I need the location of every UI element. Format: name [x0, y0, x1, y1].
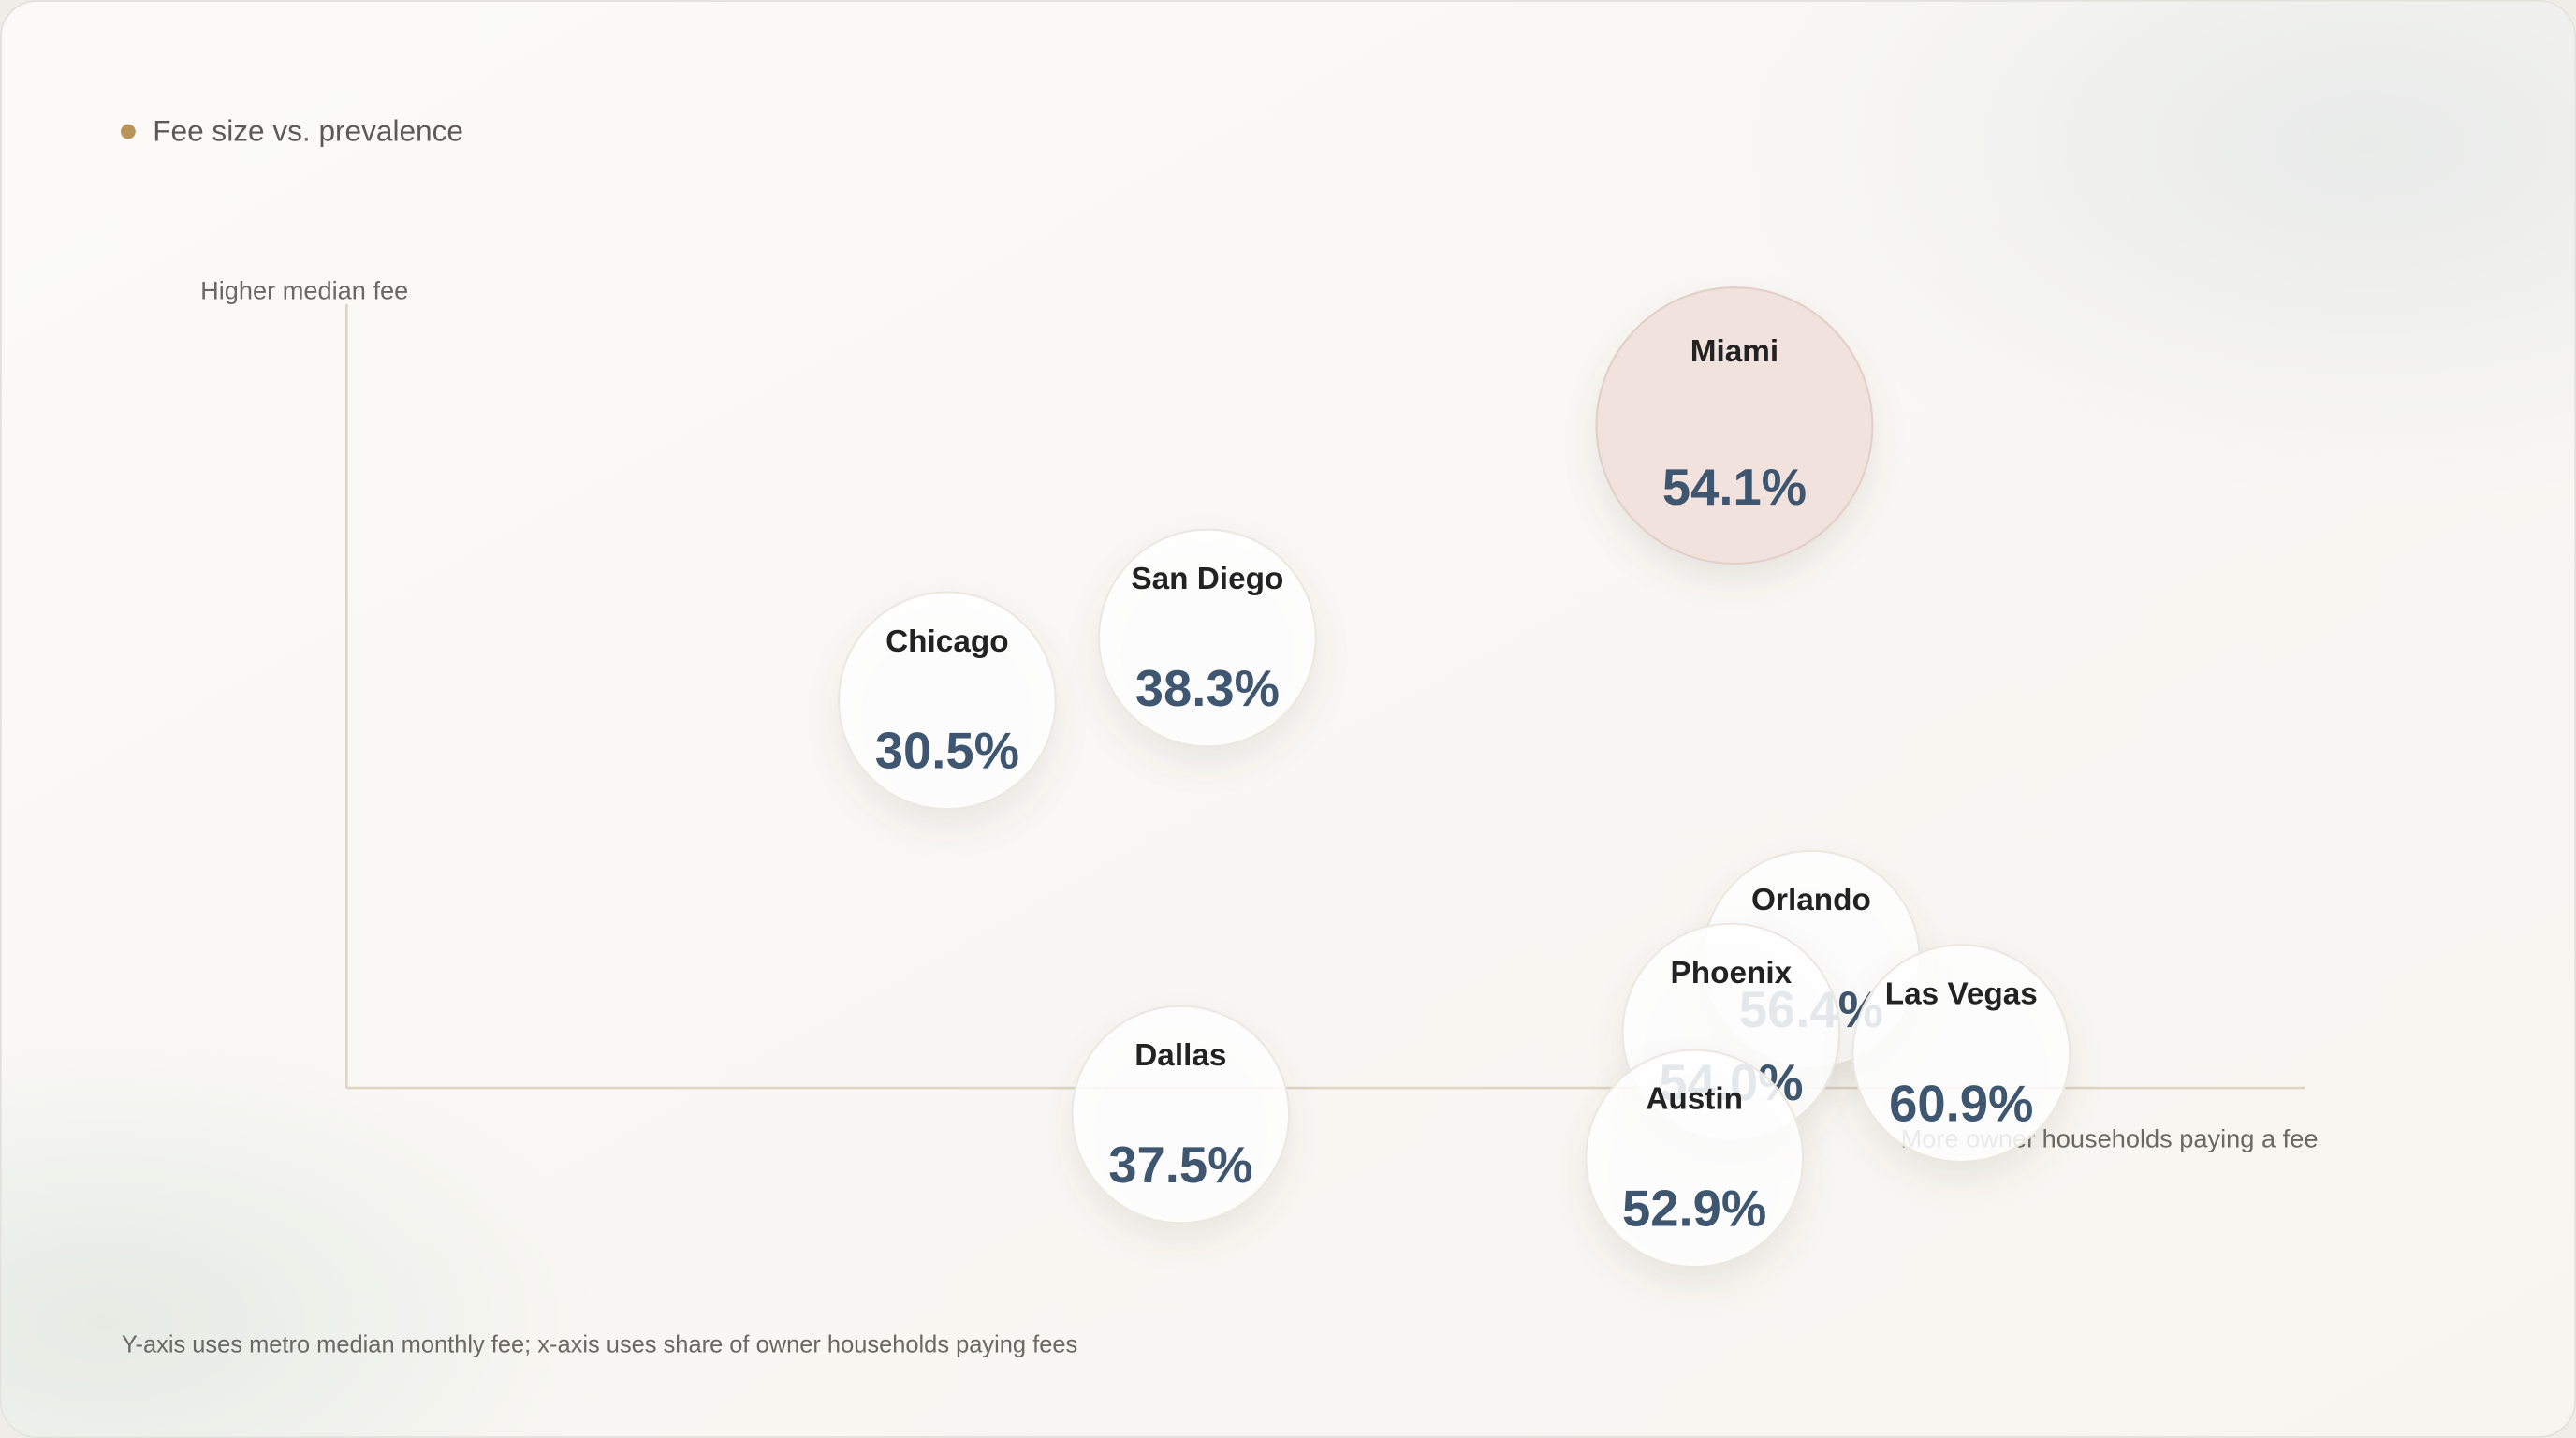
- points: Miami 54.1% San Diego 38.3% Chicago 30.5% Dall…: [837, 286, 2071, 1269]
- bubble-value: 30.5%: [875, 723, 1019, 780]
- chart-title: Fee size vs. prevalence: [153, 114, 463, 148]
- footnote: Y-axis uses metro median monthly fee; x-…: [122, 1331, 1077, 1357]
- bubble: San Diego 38.3%: [1097, 528, 1317, 748]
- bubble-name: San Diego: [1131, 562, 1283, 596]
- bubble-circle: [1852, 944, 2071, 1164]
- bubble: Miami 54.1%: [1595, 286, 1874, 565]
- bubble-circle: [1585, 1049, 1805, 1269]
- bubble-name: Austin: [1646, 1082, 1743, 1117]
- bubble-circle: [1595, 286, 1874, 565]
- bubble-value: 60.9%: [1889, 1075, 2033, 1132]
- bubble-name: Orlando: [1751, 883, 1871, 917]
- bubble-value: 54.1%: [1662, 459, 1807, 516]
- bubble-name: Phoenix: [1671, 956, 1793, 990]
- bubble: Las Vegas 60.9%: [1852, 944, 2071, 1164]
- bubble-name: Dallas: [1134, 1038, 1226, 1073]
- bubble-name: Chicago: [886, 624, 1008, 659]
- bubble-value: 38.3%: [1135, 660, 1280, 717]
- bubble-value: 52.9%: [1622, 1181, 1766, 1238]
- bubble: Chicago 30.5%: [837, 591, 1057, 811]
- bubble-name: Las Vegas: [1885, 977, 2038, 1012]
- bubble-circle: [837, 591, 1057, 811]
- bubble-circle: [1071, 1005, 1291, 1225]
- bubble-circle: [1097, 528, 1317, 748]
- bubble-name: Miami: [1690, 334, 1778, 369]
- title-dot: [121, 124, 136, 139]
- y-axis-label: Higher median fee: [200, 276, 408, 305]
- bubble: Dallas 37.5%: [1071, 1005, 1291, 1225]
- bubble: Austin 52.9%: [1585, 1049, 1805, 1269]
- bubble-value: 37.5%: [1108, 1137, 1252, 1194]
